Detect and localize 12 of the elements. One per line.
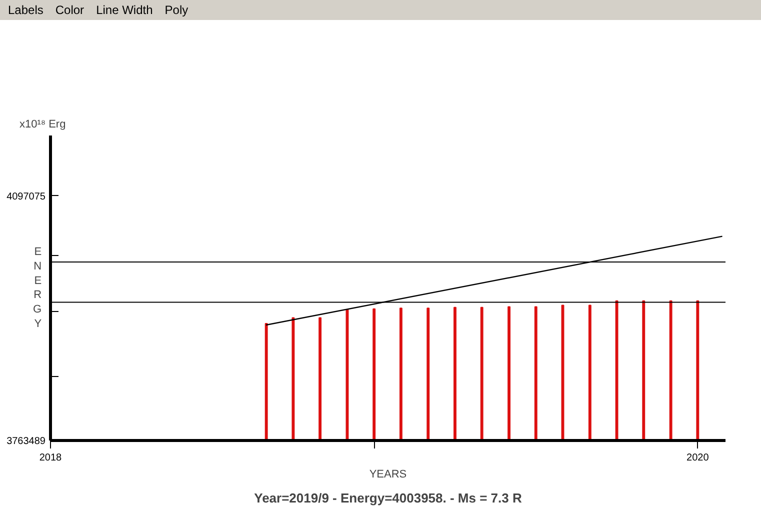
text: x10¹⁸ Erg xyxy=(20,118,66,130)
x-tick-label: 2018 xyxy=(39,452,62,464)
y-tick-label: 3763489 xyxy=(6,436,46,447)
y-tick-label: 4097075 xyxy=(6,191,46,202)
text: Line Width xyxy=(96,3,153,17)
y-axis-title: ENERGY xyxy=(33,246,42,330)
text: Labels xyxy=(8,3,44,17)
x-axis-title: YEARS xyxy=(369,468,407,480)
text: Color xyxy=(55,3,84,17)
text: Poly xyxy=(164,3,188,17)
text: Year=2019/9 - Energy=4003958. - Ms = 7.3 R xyxy=(254,490,522,506)
x-tick-label: 2020 xyxy=(686,452,710,464)
